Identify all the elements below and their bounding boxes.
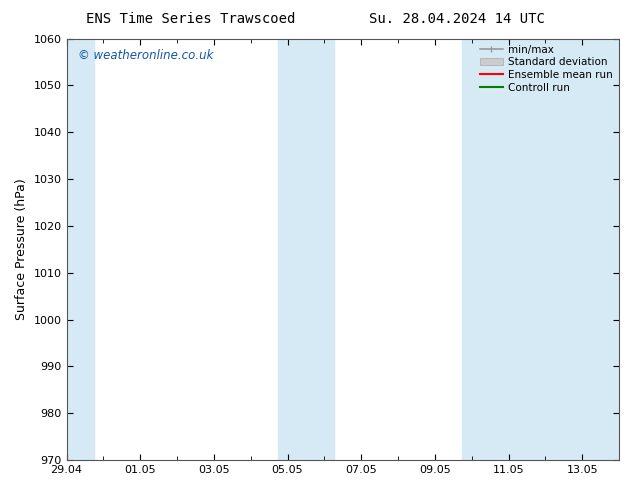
Bar [63, 39, 94, 460]
Text: Su. 28.04.2024 14 UTC: Su. 28.04.2024 14 UTC [368, 12, 545, 26]
Text: ENS Time Series Trawscoed: ENS Time Series Trawscoed [86, 12, 295, 26]
Legend: min/max, Standard deviation, Ensemble mean run, Controll run: min/max, Standard deviation, Ensemble me… [476, 41, 617, 97]
Y-axis label: Surface Pressure (hPa): Surface Pressure (hPa) [15, 178, 28, 320]
Text: © weatheronline.co.uk: © weatheronline.co.uk [77, 49, 213, 62]
Bar [278, 39, 333, 460]
Bar [462, 39, 623, 460]
